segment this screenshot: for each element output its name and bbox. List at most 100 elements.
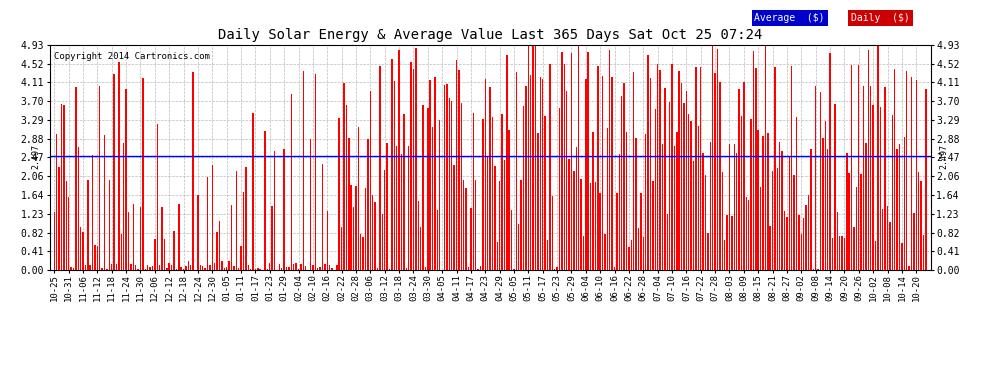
Bar <box>403 114 405 270</box>
Bar <box>563 63 565 270</box>
Bar <box>619 154 620 270</box>
Bar <box>362 237 364 270</box>
Bar <box>178 204 179 270</box>
Bar <box>406 268 407 270</box>
Bar <box>592 132 594 270</box>
Bar <box>200 266 201 270</box>
Bar <box>825 120 826 270</box>
Bar <box>53 212 55 270</box>
Bar <box>123 144 125 270</box>
Bar <box>188 261 189 270</box>
Bar <box>521 180 522 270</box>
Bar <box>762 136 763 270</box>
Bar <box>207 177 208 270</box>
Bar <box>281 267 282 270</box>
Bar <box>652 181 653 270</box>
Bar <box>612 77 613 270</box>
Bar <box>288 267 290 270</box>
Bar <box>80 227 81 270</box>
Bar <box>750 120 751 270</box>
Bar <box>626 132 628 270</box>
Bar <box>533 45 534 270</box>
Bar <box>551 196 553 270</box>
Bar <box>837 212 838 270</box>
Bar <box>494 166 496 270</box>
Bar <box>226 267 228 270</box>
Bar <box>719 82 721 270</box>
Bar <box>101 268 103 270</box>
Bar <box>638 228 640 270</box>
Bar <box>121 234 122 270</box>
Bar <box>315 74 316 270</box>
Bar <box>401 154 402 270</box>
Bar <box>830 53 831 270</box>
Bar <box>480 266 481 270</box>
Bar <box>286 267 287 270</box>
Bar <box>796 117 797 270</box>
Bar <box>614 267 615 270</box>
Bar <box>673 146 675 270</box>
Bar <box>616 193 618 270</box>
Bar <box>149 267 150 270</box>
Bar <box>774 67 776 270</box>
Bar <box>344 83 345 270</box>
Bar <box>865 143 866 270</box>
Bar <box>511 210 512 270</box>
Bar <box>752 51 754 270</box>
Text: 2.497: 2.497 <box>32 144 41 168</box>
Bar <box>659 70 660 270</box>
Bar <box>604 234 606 270</box>
Bar <box>231 206 233 270</box>
Bar <box>278 264 280 270</box>
Bar <box>303 71 304 270</box>
Bar <box>386 143 388 270</box>
Bar <box>58 167 59 270</box>
Bar <box>911 77 912 270</box>
Bar <box>875 242 876 270</box>
Bar <box>549 64 550 270</box>
Bar <box>784 211 785 270</box>
Bar <box>85 265 86 270</box>
Bar <box>839 237 841 270</box>
Bar <box>580 179 582 270</box>
Bar <box>394 81 395 270</box>
Bar <box>561 52 562 270</box>
Bar <box>818 269 819 270</box>
Bar <box>154 238 155 270</box>
Bar <box>671 64 673 270</box>
Bar <box>460 104 462 270</box>
Bar <box>161 207 162 270</box>
Bar <box>863 86 864 270</box>
Bar <box>246 167 247 270</box>
Bar <box>446 84 447 270</box>
Bar <box>707 233 709 270</box>
Bar <box>140 207 142 270</box>
Bar <box>654 109 656 270</box>
Bar <box>204 268 206 270</box>
Bar <box>310 139 311 270</box>
Bar <box>575 147 577 270</box>
Bar <box>867 50 869 270</box>
Bar <box>116 264 117 270</box>
Bar <box>324 264 326 270</box>
Bar <box>111 264 113 270</box>
Bar <box>381 214 383 270</box>
Bar <box>475 180 476 270</box>
Bar <box>693 161 694 270</box>
Bar <box>767 132 768 270</box>
Bar <box>322 164 323 270</box>
Bar <box>264 132 265 270</box>
Bar <box>118 62 120 270</box>
Bar <box>629 247 630 270</box>
Bar <box>372 195 373 270</box>
Bar <box>266 268 268 270</box>
Bar <box>241 246 242 270</box>
Bar <box>357 127 359 270</box>
Bar <box>764 45 766 270</box>
Bar <box>329 264 331 270</box>
Bar <box>806 205 807 270</box>
Bar <box>641 193 642 270</box>
Bar <box>722 172 723 270</box>
Bar <box>291 94 292 270</box>
Bar <box>739 88 740 270</box>
